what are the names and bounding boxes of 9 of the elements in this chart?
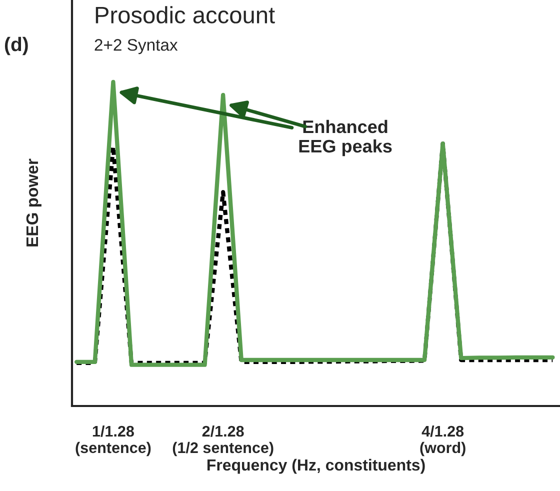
x-axis-title: Frequency (Hz, constituents)	[207, 458, 425, 474]
chart-title: Prosodic account	[96, 6, 275, 24]
annotation: Enhanced EEG peaks	[299, 120, 392, 156]
text: (d)	[4, 36, 28, 56]
x-tick-label: 2/1.28 (1/2 sentence)	[172, 425, 274, 456]
x-tick-label: 4/1.28 (word)	[420, 425, 466, 456]
y-axis-title: EEG power	[26, 158, 42, 246]
chart-subtitle: 2+2 Syntax	[94, 39, 178, 54]
x-tick-label: 1/1.28 (sentence)	[76, 425, 151, 456]
